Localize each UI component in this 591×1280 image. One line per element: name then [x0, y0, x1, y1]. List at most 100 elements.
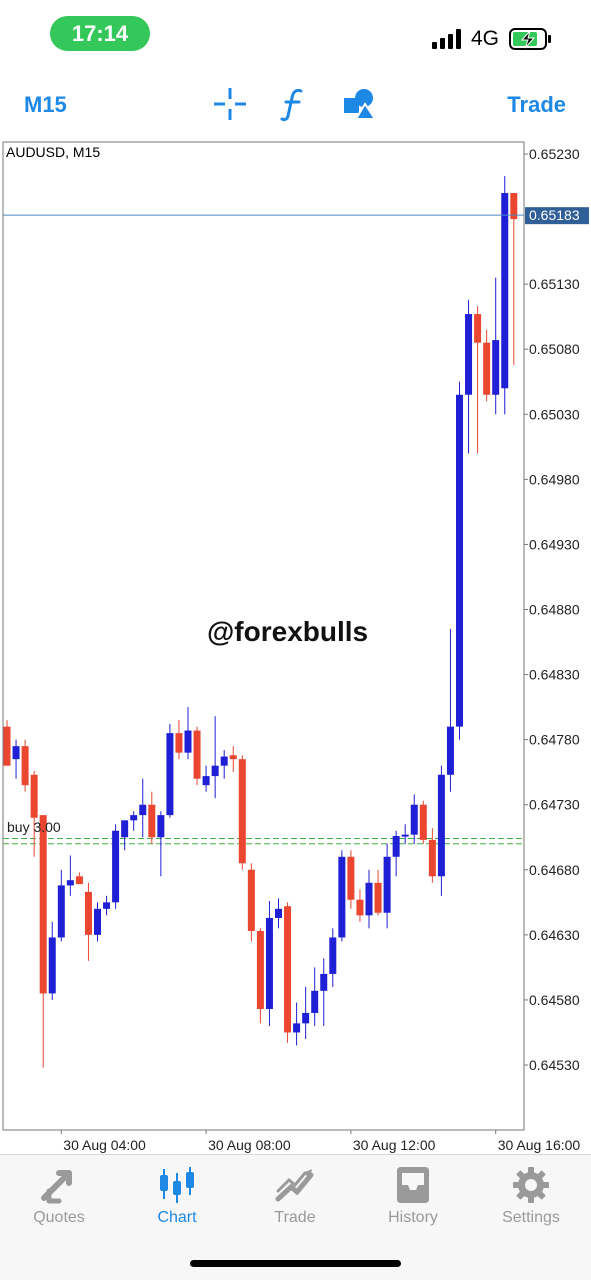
candle-body: [356, 899, 364, 916]
nav-trade-label: Trade: [274, 1209, 316, 1226]
current-price-tag: [525, 207, 589, 225]
candle-body: [465, 314, 473, 395]
nav-history-label: History: [388, 1209, 438, 1226]
x-tick-label: 30 Aug 12:00: [353, 1137, 436, 1153]
y-tick-label: 0.64930: [529, 536, 580, 552]
candle-body: [175, 733, 183, 753]
candle-body: [474, 314, 482, 343]
nav-settings[interactable]: Settings: [472, 1155, 590, 1245]
x-tick-label: 30 Aug 04:00: [63, 1137, 146, 1153]
candle-body: [311, 990, 319, 1013]
candle-body: [374, 882, 382, 913]
candle-body: [347, 856, 355, 900]
symbol-label: AUDUSD, M15: [6, 144, 101, 160]
y-tick-label: 0.64980: [529, 471, 580, 487]
candle-body: [483, 342, 491, 395]
candle-body: [130, 815, 138, 821]
y-tick-label: 0.64730: [529, 797, 580, 813]
candle-body: [492, 340, 500, 395]
y-tick-label: 0.64680: [529, 862, 580, 878]
price-chart[interactable]: 0.65230 0.65130 0.65080 0.65030 0.64980 0.649…: [0, 138, 591, 1154]
current-price-label: 0.65183: [529, 207, 580, 223]
buy-order-label[interactable]: buy 3.00: [7, 819, 61, 835]
y-tick-label: 0.64780: [529, 732, 580, 748]
candle-body: [75, 876, 83, 885]
candle-body: [456, 394, 463, 727]
candle-body: [84, 891, 92, 935]
candle-body: [157, 815, 165, 838]
candle-body: [410, 804, 418, 835]
candle-body: [121, 820, 129, 838]
nav-history[interactable]: History: [354, 1155, 472, 1245]
candle-body: [103, 902, 111, 909]
trade-button[interactable]: Trade: [507, 92, 566, 117]
candle-body: [392, 835, 400, 857]
candle-body: [275, 908, 282, 918]
y-tick-label: 0.64530: [529, 1057, 580, 1073]
candle-body: [320, 973, 328, 991]
y-tick-label: 0.65030: [529, 406, 580, 422]
candlestick-chart[interactable]: 0.65230 0.65130 0.65080 0.65030 0.64980 0.649…: [0, 138, 591, 1154]
candle-body: [383, 856, 391, 913]
candle-body: [184, 730, 192, 753]
status-time[interactable]: 17:14: [50, 16, 150, 51]
candle-body: [437, 774, 445, 877]
candle-body: [220, 756, 228, 766]
candle-body: [148, 804, 156, 838]
candle-body: [94, 908, 101, 935]
candle-body: [30, 774, 38, 818]
candle-body: [302, 1012, 310, 1024]
nav-settings-label: Settings: [502, 1209, 560, 1226]
nav-quotes[interactable]: Quotes: [0, 1155, 118, 1245]
candle-body: [419, 804, 427, 840]
nav-quotes-label: Quotes: [33, 1209, 85, 1226]
candle-body: [238, 759, 246, 864]
home-indicator[interactable]: [190, 1260, 401, 1267]
candle-body: [293, 1023, 301, 1033]
timeframe-button[interactable]: M15: [24, 92, 67, 117]
candle-body: [166, 733, 174, 816]
candle-body: [428, 839, 436, 877]
candle-body: [265, 917, 273, 1010]
settings-gear-icon: [513, 1167, 549, 1203]
x-tick-label: 30 Aug 08:00: [208, 1137, 291, 1153]
chart-toolbar: M15 Trade: [0, 80, 591, 132]
candle-body: [202, 776, 210, 786]
candle-body: [338, 856, 346, 938]
candle-body: [365, 882, 373, 916]
candle-body: [501, 193, 509, 389]
x-tick-label: 30 Aug 16:00: [498, 1137, 581, 1153]
candle-body: [39, 815, 47, 994]
candle-body: [510, 193, 518, 220]
candle-body: [112, 830, 120, 903]
candle-body: [446, 726, 454, 775]
candle-body: [193, 730, 201, 779]
candle-body: [284, 906, 292, 1033]
plot-border: [2, 141, 525, 1131]
candle-body: [57, 885, 65, 938]
bottom-nav: Quotes Chart Trade History: [0, 1154, 591, 1280]
y-tick-label: 0.64630: [529, 927, 580, 943]
nav-trade[interactable]: Trade: [236, 1155, 354, 1245]
function-icon[interactable]: [276, 86, 312, 122]
nav-chart-label: Chart: [157, 1209, 197, 1226]
y-tick-label: 0.64580: [529, 992, 580, 1008]
y-tick-label: 0.65130: [529, 276, 580, 292]
candle-body: [3, 726, 11, 766]
shapes-icon[interactable]: [342, 86, 378, 122]
candlestick-chart-icon: [160, 1167, 194, 1203]
y-tick-label: 0.65230: [529, 146, 580, 162]
signal-bars-icon: [432, 29, 461, 49]
candle-body: [211, 765, 219, 777]
candle-body: [256, 930, 264, 1010]
crosshair-icon[interactable]: [212, 86, 248, 122]
status-bar: 17:14 4G: [0, 0, 591, 70]
candle-body: [48, 937, 56, 994]
candle-body: [139, 804, 147, 816]
battery-charging-icon: [509, 28, 551, 50]
watermark: @forexbulls: [207, 616, 369, 647]
y-tick-label: 0.64830: [529, 667, 580, 683]
nav-chart[interactable]: Chart: [118, 1155, 236, 1245]
candle-body: [66, 880, 74, 886]
trade-trend-icon: [275, 1169, 314, 1202]
